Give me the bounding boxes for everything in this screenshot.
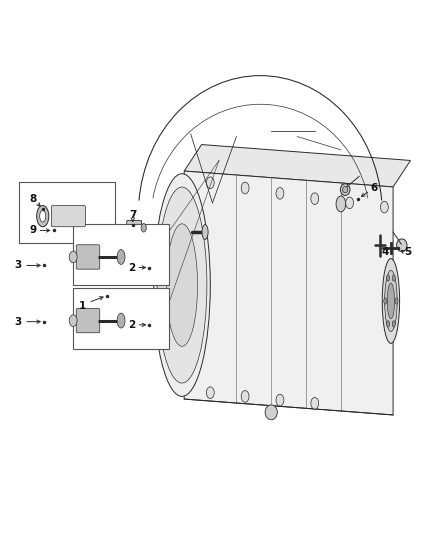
Ellipse shape [206,177,214,189]
Ellipse shape [381,201,389,213]
Text: 4: 4 [381,247,389,257]
Text: 1: 1 [79,301,86,311]
Text: 6: 6 [370,183,377,193]
Ellipse shape [343,187,348,193]
Text: 5: 5 [404,247,411,257]
Ellipse shape [311,398,319,409]
Ellipse shape [276,188,284,199]
Ellipse shape [340,184,350,196]
Polygon shape [184,144,410,187]
Ellipse shape [276,394,284,406]
Bar [19,182,115,243]
FancyBboxPatch shape [76,245,100,269]
FancyBboxPatch shape [51,206,85,227]
Text: 3: 3 [14,317,21,327]
Ellipse shape [396,239,407,252]
FancyBboxPatch shape [76,309,100,333]
Ellipse shape [202,224,208,239]
Ellipse shape [166,224,198,346]
Bar [73,224,169,285]
Ellipse shape [395,298,398,304]
FancyBboxPatch shape [127,220,141,235]
Ellipse shape [392,321,395,327]
Text: 3: 3 [14,261,21,270]
Text: 7: 7 [129,209,137,220]
Ellipse shape [241,391,249,402]
Ellipse shape [392,275,395,281]
Ellipse shape [206,387,214,399]
Ellipse shape [387,283,395,319]
Ellipse shape [311,193,319,205]
Ellipse shape [241,182,249,194]
Ellipse shape [384,298,387,304]
Ellipse shape [336,196,346,212]
Ellipse shape [382,259,399,343]
Ellipse shape [265,405,277,419]
Text: 9: 9 [29,225,36,236]
Text: 2: 2 [128,263,136,272]
Ellipse shape [117,249,125,264]
Ellipse shape [69,251,77,263]
Ellipse shape [157,187,207,383]
Ellipse shape [40,211,46,222]
Text: 2: 2 [128,320,136,330]
Polygon shape [184,171,393,415]
Text: 8: 8 [29,194,36,204]
Ellipse shape [37,206,49,227]
Ellipse shape [117,313,125,328]
Ellipse shape [141,223,146,232]
Ellipse shape [385,270,397,332]
Ellipse shape [387,275,390,281]
Bar [73,288,169,349]
Ellipse shape [69,315,77,326]
Ellipse shape [346,197,353,209]
Ellipse shape [154,174,210,397]
Ellipse shape [387,321,390,327]
